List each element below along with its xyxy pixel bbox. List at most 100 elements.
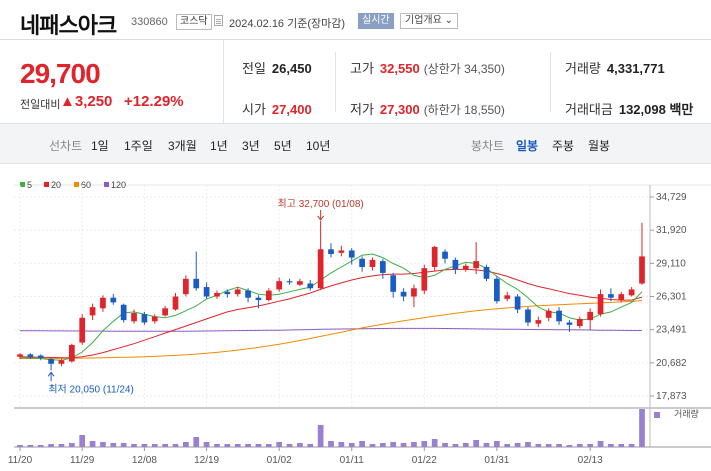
- tab-candle-chart[interactable]: 봉차트: [471, 139, 505, 153]
- volume-bar: [566, 445, 573, 447]
- volume-bar: [411, 442, 417, 447]
- candle-body: [172, 296, 179, 310]
- tab-period-1d[interactable]: 1일: [91, 139, 109, 153]
- volume-bar: [37, 445, 44, 447]
- volume-bar: [494, 441, 500, 447]
- volume-bar: [193, 437, 200, 447]
- candle-body: [628, 289, 635, 296]
- corp-overview-dropdown[interactable]: 기업개요 ⌄: [400, 13, 458, 29]
- tab-weekly[interactable]: 주봉: [552, 139, 575, 153]
- volume-bar: [587, 444, 594, 447]
- legend-swatch-20: [44, 182, 49, 187]
- stat-prev-label: 전일: [242, 61, 266, 76]
- high-annotation: 최고 32,700 (01/08): [278, 198, 364, 210]
- volume-bar: [203, 442, 210, 447]
- candle-body: [224, 291, 231, 295]
- tab-period-10y[interactable]: 10년: [306, 139, 331, 153]
- candle-body: [411, 288, 417, 297]
- tab-monthly[interactable]: 월봉: [588, 139, 611, 153]
- volume-bar: [162, 444, 168, 447]
- candle-body: [27, 354, 34, 357]
- volume-bar: [297, 443, 303, 447]
- candle-body: [431, 246, 438, 267]
- tab-period-5y[interactable]: 5년: [274, 139, 292, 153]
- candle-body: [58, 360, 65, 364]
- volume-bar: [535, 444, 542, 447]
- stat-volume-value: 4,331,771: [606, 61, 665, 76]
- ma-line-20: [19, 268, 643, 359]
- x-tick-label: 02/13: [578, 455, 603, 466]
- volume-bar: [348, 443, 355, 447]
- stat-low-value: 27,300: [379, 102, 420, 117]
- candle-body: [494, 278, 500, 302]
- y-tick-label: 31,920: [656, 225, 687, 236]
- volume-bar: [369, 444, 376, 447]
- stat-open: 시가 27,400: [242, 99, 312, 118]
- price-stats: 전일 26,450 시가 27,400 고가 32,550 (상한가 34,350) 저…: [224, 40, 711, 124]
- volume-bar: [421, 441, 428, 447]
- candle-body: [37, 355, 44, 358]
- change-value: ▲3,250: [60, 93, 113, 110]
- volume-bar: [514, 443, 521, 447]
- volume-bar: [608, 444, 614, 447]
- volume-bar: [400, 443, 407, 447]
- tab-period-3y[interactable]: 3년: [242, 139, 260, 153]
- volume-bar: [120, 443, 127, 447]
- tab-line-chart[interactable]: 선차트: [49, 139, 83, 153]
- x-tick-label: 01/22: [412, 455, 437, 466]
- tab-period-3m[interactable]: 3개월: [168, 139, 197, 153]
- stat-upper-limit: (상한가 34,350): [423, 62, 505, 76]
- volume-bar: [307, 444, 314, 447]
- tab-period-1y[interactable]: 1년: [210, 139, 228, 153]
- y-tick-label: 17,873: [656, 391, 687, 402]
- stock-header: 네패스아크 330860 코스닥 2024.02.16 기준(장마감) 실시간 …: [0, 0, 711, 40]
- volume-bar: [286, 444, 293, 447]
- low-arrowhead: [47, 371, 55, 377]
- stock-name: 네패스아크: [20, 13, 117, 38]
- stat-amount: 거래대금 132,098 백만: [565, 99, 693, 118]
- stock-code: 330860: [131, 16, 168, 28]
- volume-swatch: [654, 412, 660, 418]
- volume-bar: [597, 441, 604, 447]
- x-tick-label: 01/02: [267, 455, 292, 466]
- candle-body: [514, 296, 521, 310]
- candle-body: [359, 258, 365, 267]
- candle-body: [442, 251, 448, 259]
- candle-body: [203, 287, 210, 297]
- candle-body: [68, 344, 75, 362]
- stat-open-label: 시가: [242, 102, 266, 117]
- stats-divider: [335, 52, 336, 112]
- y-tick-label: 23,491: [656, 325, 687, 336]
- candle-body: [462, 265, 469, 270]
- legend-label-5: 5: [27, 180, 32, 190]
- basis-date: 2024.02.16 기준(장마감): [229, 18, 346, 30]
- volume-bar: [245, 444, 251, 447]
- document-icon[interactable]: [214, 15, 223, 26]
- market-badge: 코스닥: [176, 14, 212, 30]
- candle-body: [608, 294, 614, 298]
- volume-bar: [48, 444, 54, 447]
- volume-bar: [265, 444, 272, 447]
- stat-high-label: 고가: [350, 61, 374, 76]
- realtime-button[interactable]: 실시간: [358, 13, 394, 29]
- volume-bar: [79, 435, 86, 447]
- candle-body: [338, 250, 345, 253]
- tab-daily[interactable]: 일봉: [516, 139, 539, 153]
- volume-bar: [473, 440, 479, 447]
- x-tick-label: 11/20: [8, 455, 33, 466]
- volume-bar: [214, 444, 220, 447]
- stat-volume-label: 거래량: [565, 61, 601, 76]
- tab-period-1w[interactable]: 1주일: [124, 139, 153, 153]
- candle-body: [151, 316, 158, 322]
- stat-high-value: 32,550: [379, 61, 420, 76]
- candle-body: [162, 308, 168, 316]
- legend-label-60: 60: [81, 180, 91, 190]
- candle-body: [79, 317, 86, 343]
- volume-bar: [390, 442, 397, 447]
- candle-body: [566, 322, 573, 325]
- volume-bar: [328, 441, 334, 447]
- x-tick-label: 12/08: [132, 455, 157, 466]
- candle-body: [369, 259, 376, 267]
- candle-body: [390, 275, 397, 292]
- candle-body: [504, 295, 511, 299]
